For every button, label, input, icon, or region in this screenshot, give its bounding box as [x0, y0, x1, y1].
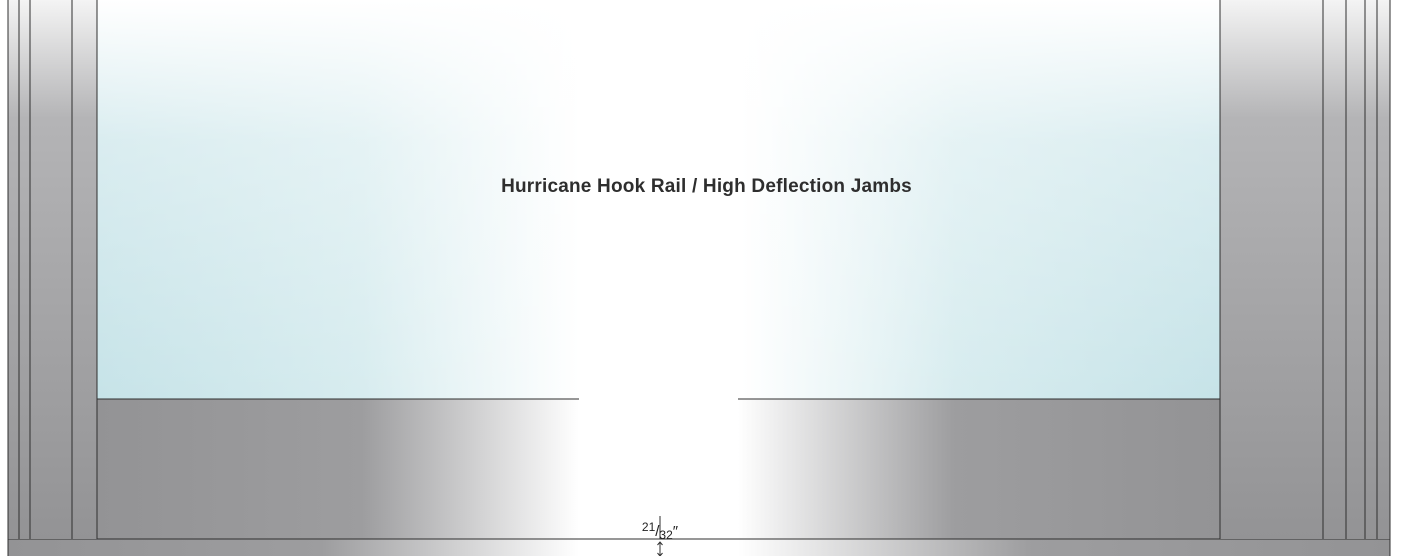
- right-jamb: [1219, 0, 1391, 556]
- glass-pane-left: [97, 0, 579, 399]
- dimension-slash: /: [655, 523, 660, 540]
- dimension-numerator: 21: [641, 520, 656, 534]
- sill-right: [738, 538, 1390, 556]
- bottom-rail-left: [97, 399, 579, 539]
- double-arrow-icon: [657, 541, 663, 556]
- dimension-unit: ″: [672, 523, 679, 540]
- sill-left: [8, 538, 579, 556]
- diagram-title: Hurricane Hook Rail / High Deflection Ja…: [501, 176, 912, 197]
- glass-pane-right: [742, 0, 1220, 399]
- dimension-label: 21/32″: [600, 520, 720, 542]
- dimension-denominator: 32: [659, 528, 673, 542]
- left-jamb: [7, 0, 98, 556]
- dimension-marker: [579, 516, 742, 556]
- bottom-rail-right: [738, 399, 1220, 539]
